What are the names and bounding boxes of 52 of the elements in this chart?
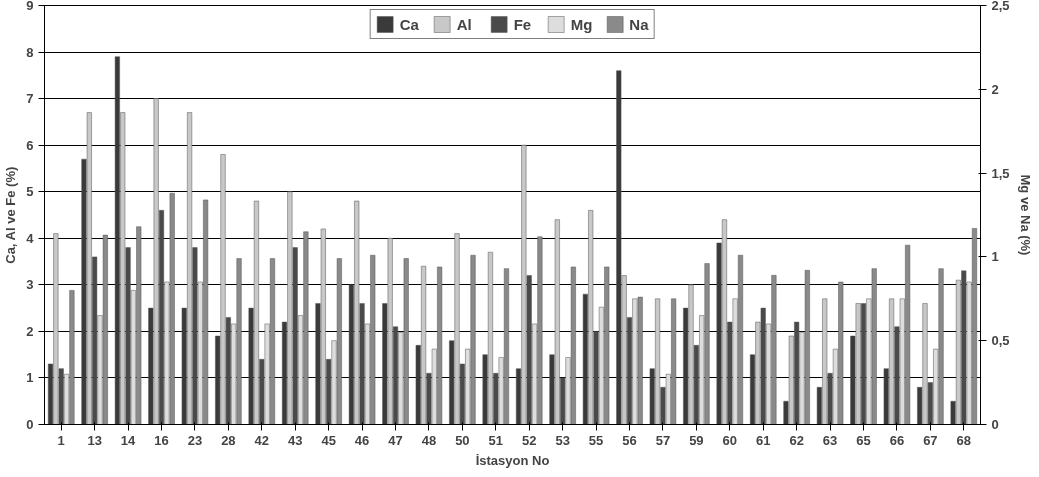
x-tick-label: 66 xyxy=(889,432,905,448)
y-tick-label: 5 xyxy=(26,184,34,200)
y2-tick-label: 0,5 xyxy=(991,333,1010,349)
y-tick-label: 7 xyxy=(26,91,34,107)
x-tick-label: 47 xyxy=(388,432,403,448)
y-axis-title: Ca, Al ve Fe (%) xyxy=(3,166,19,264)
y2-axis-title: Mg ve Na (%) xyxy=(1017,174,1033,256)
y2-tick-label: 0 xyxy=(991,417,999,432)
y-tick-label: 1 xyxy=(26,370,34,386)
x-tick-label: 55 xyxy=(588,432,604,448)
y2-tick-label: 1,5 xyxy=(991,165,1010,181)
x-tick-label: 59 xyxy=(689,432,704,448)
y-tick-label: 4 xyxy=(26,230,35,246)
y-tick-label: 8 xyxy=(26,44,34,60)
legend-label: Fe xyxy=(513,15,533,33)
x-tick-label: 65 xyxy=(856,432,871,448)
x-tick-label: 63 xyxy=(822,432,838,448)
x-tick-label: 16 xyxy=(154,432,169,448)
legend-label: Na xyxy=(629,15,650,33)
x-tick-label: 61 xyxy=(755,432,771,448)
x-tick-label: 42 xyxy=(254,432,270,448)
y-tick-label: 3 xyxy=(26,277,34,293)
x-tick-label: 53 xyxy=(555,432,570,448)
x-tick-label: 60 xyxy=(722,432,738,448)
legend-label: Mg xyxy=(570,15,593,33)
legend-label: Al xyxy=(456,15,473,33)
x-tick-label: 45 xyxy=(321,432,336,448)
x-tick-label: 46 xyxy=(354,432,370,448)
y2-tick-label: 2,5 xyxy=(991,0,1010,13)
y-tick-label: 2 xyxy=(26,323,34,339)
x-tick-label: 43 xyxy=(287,432,303,448)
x-tick-label: 48 xyxy=(421,432,437,448)
x-tick-label: 50 xyxy=(455,432,470,448)
x-tick-label: 13 xyxy=(87,432,102,448)
y2-tick-label: 1 xyxy=(991,249,999,265)
x-tick-label: 62 xyxy=(789,432,804,448)
x-tick-label: 51 xyxy=(488,432,504,448)
x-tick-label: 56 xyxy=(622,432,637,448)
x-tick-label: 67 xyxy=(923,432,938,448)
x-tick-label: 68 xyxy=(956,432,972,448)
y2-tick-label: 2 xyxy=(991,81,999,97)
x-tick-label: 14 xyxy=(120,432,137,448)
legend-label: Ca xyxy=(399,15,420,33)
x-tick-label: 23 xyxy=(187,432,203,448)
y-tick-label: 9 xyxy=(26,0,34,13)
x-tick-label: 1 xyxy=(57,432,65,448)
y-tick-label: 6 xyxy=(26,137,34,153)
y-tick-label: 0 xyxy=(26,417,34,432)
x-tick-label: 57 xyxy=(655,432,671,448)
x-tick-label: 28 xyxy=(221,432,236,448)
x-axis-title: İstasyon No xyxy=(475,452,550,468)
x-tick-label: 52 xyxy=(521,432,537,448)
